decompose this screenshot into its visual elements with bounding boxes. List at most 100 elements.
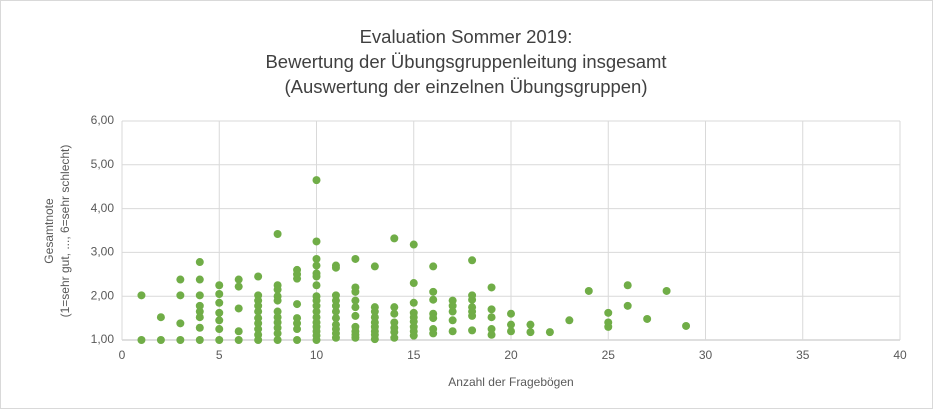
point [623,301,632,310]
point [312,254,321,263]
point [526,320,535,329]
point [176,275,185,284]
point [351,287,360,296]
point [254,325,263,334]
point [409,279,418,288]
x-tick-label: 30 [699,348,713,362]
point [351,254,360,263]
x-tick-label: 40 [893,348,907,362]
point [448,307,457,316]
point [331,333,340,342]
point [390,309,399,318]
x-tick-label: 10 [310,348,324,362]
point [215,336,224,344]
point [409,298,418,307]
y-tick-label: 1,00 [91,332,115,346]
point [487,330,496,339]
point [331,307,340,316]
point [195,336,204,344]
point [273,230,282,239]
point [351,303,360,312]
point [312,237,321,246]
x-tick-label: 35 [796,348,810,362]
point [507,327,515,336]
point [662,286,671,295]
point [545,328,554,337]
point [487,313,496,322]
point [234,282,243,291]
point [234,304,243,313]
point [448,316,457,325]
point [487,305,496,314]
point [254,319,263,328]
point [468,326,477,335]
point [273,323,282,332]
point [643,314,652,323]
point [176,291,185,300]
x-tick-label: 15 [407,348,421,362]
point [273,329,282,338]
point [682,321,691,330]
point [195,275,204,284]
point [312,336,321,344]
point [507,320,515,329]
chart-title: Evaluation Sommer 2019: [360,26,573,47]
point [156,336,165,344]
point [215,325,224,334]
point [195,291,204,300]
chart-title: (Auswertung der einzelnen Übungsgruppen) [284,76,647,97]
x-tick-label: 5 [216,348,223,362]
point [429,295,438,304]
point [273,285,282,294]
point [390,303,399,312]
point [156,313,165,322]
chart-title: Bewertung der Übungsgruppenleitung insge… [265,51,666,72]
point [351,333,360,342]
point [273,296,282,305]
point [507,309,515,318]
point [234,336,243,344]
point [195,323,204,332]
y-tick-label: 4,00 [91,201,115,215]
point [390,333,399,342]
point [254,336,263,344]
point [468,256,477,265]
point [293,319,302,328]
point [584,286,593,295]
point [176,336,185,344]
point [312,281,321,290]
point [370,307,379,316]
point [448,301,457,310]
point [195,301,204,310]
point [390,234,399,243]
point [351,311,360,320]
point [370,335,379,344]
point [351,296,360,305]
point [604,322,613,331]
point [312,301,321,310]
x-tick-label: 0 [119,348,126,362]
point [215,316,224,325]
point [293,274,302,283]
point [273,336,282,344]
point [273,307,282,316]
point [448,327,457,336]
point [429,262,438,271]
x-tick-label: 20 [504,348,518,362]
point [215,290,224,299]
point [604,308,613,317]
point [312,272,321,281]
point [215,298,224,307]
point [331,301,340,310]
x-tick-label: 25 [602,348,616,362]
y-tick-label: 2,00 [91,288,115,302]
point [409,331,418,340]
point [195,258,204,267]
point [137,336,146,344]
point [312,176,321,185]
point [429,329,438,338]
point [409,240,418,249]
point [312,261,321,270]
y-axis-label: (1=sehr gut, ..., 6=sehr schlecht) [58,145,72,318]
point [468,295,477,304]
